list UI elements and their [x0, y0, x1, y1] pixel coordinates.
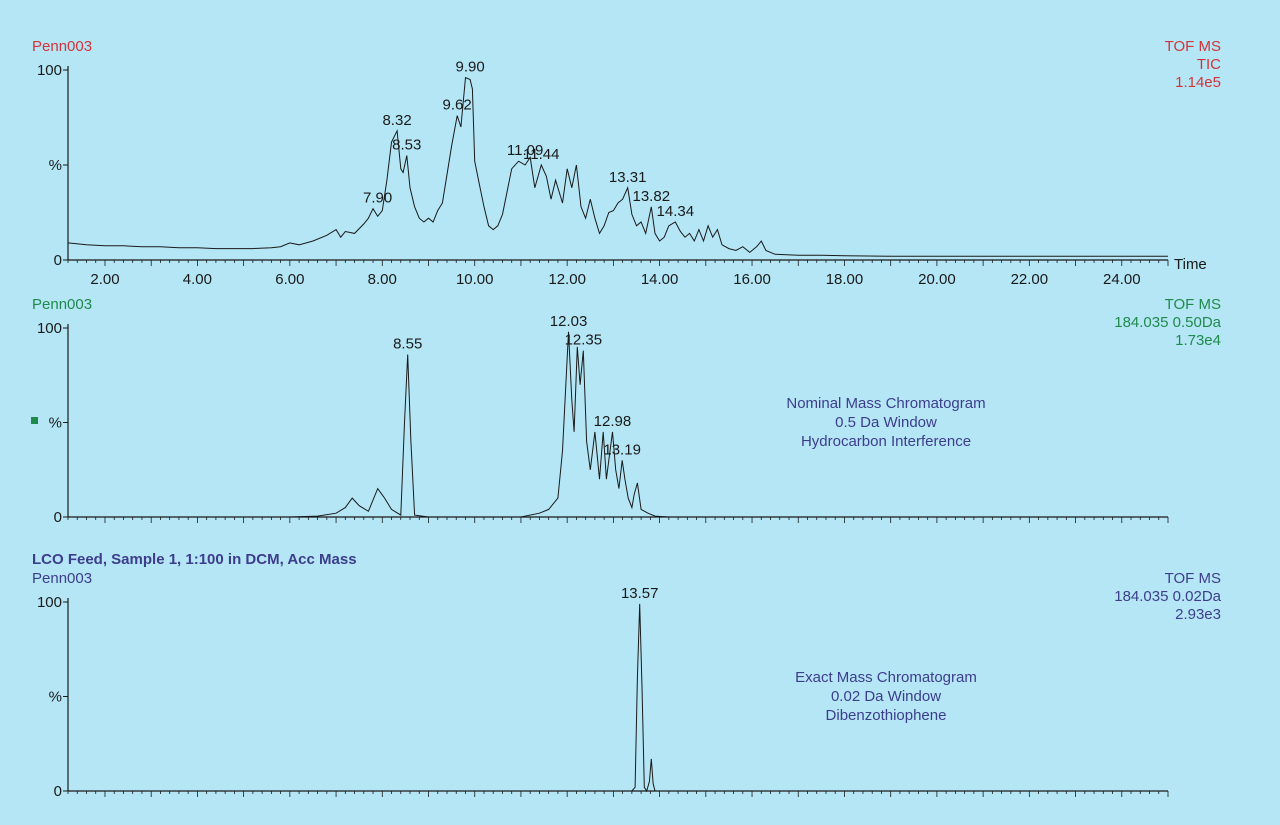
- header-right-line: 184.035 0.50Da: [1114, 314, 1221, 331]
- y-tick-label: 100: [37, 594, 62, 611]
- header-right-line: 2.93e3: [1175, 606, 1221, 623]
- peak-label: 9.62: [443, 97, 472, 114]
- annotation-line: 0.02 Da Window: [831, 688, 941, 705]
- peak-label: 13.19: [603, 441, 641, 458]
- peak-label: 11.44: [523, 146, 559, 163]
- annotation-line: 0.5 Da Window: [835, 414, 937, 431]
- annotation-line: Exact Mass Chromatogram: [795, 669, 977, 686]
- peak-label: 9.90: [455, 59, 484, 76]
- sample-name: Penn003: [32, 570, 92, 587]
- panel-title: LCO Feed, Sample 1, 1:100 in DCM, Acc Ma…: [32, 551, 357, 568]
- peak-label: 14.34: [657, 203, 695, 220]
- peak-label: 8.55: [393, 335, 422, 352]
- annotation-line: Nominal Mass Chromatogram: [786, 395, 985, 412]
- header-right-line: TOF MS: [1165, 570, 1221, 587]
- chromatogram-trace: [68, 331, 1168, 518]
- peak-label: 13.82: [633, 188, 671, 205]
- x-tick-label: 12.00: [548, 271, 586, 288]
- x-tick-label: 10.00: [456, 271, 494, 288]
- legend-marker: [31, 417, 38, 424]
- x-tick-label: 16.00: [733, 271, 771, 288]
- annotation-line: Hydrocarbon Interference: [801, 433, 971, 450]
- x-tick-label: 24.00: [1103, 271, 1141, 288]
- x-tick-label: 20.00: [918, 271, 956, 288]
- header-right-line: TOF MS: [1165, 38, 1221, 55]
- x-tick-label: 14.00: [641, 271, 679, 288]
- header-right-line: TOF MS: [1165, 296, 1221, 313]
- y-tick-label: %: [49, 689, 62, 706]
- annotation-line: Dibenzothiophene: [826, 707, 947, 724]
- sample-name: Penn003: [32, 296, 92, 313]
- x-tick-label: 6.00: [275, 271, 304, 288]
- x-tick-label: 4.00: [183, 271, 212, 288]
- chromatogram-trace: [68, 603, 1168, 793]
- sample-name: Penn003: [32, 38, 92, 55]
- header-right-line: 1.73e4: [1175, 332, 1221, 349]
- y-tick-label: 0: [54, 252, 62, 269]
- peak-label: 12.03: [550, 313, 588, 330]
- x-tick-label: 2.00: [90, 271, 119, 288]
- y-tick-label: 0: [54, 509, 62, 526]
- x-tick-label: 8.00: [368, 271, 397, 288]
- header-right-line: 184.035 0.02Da: [1114, 588, 1221, 605]
- peak-label: 13.31: [609, 169, 647, 186]
- peak-label: 13.57: [621, 585, 659, 602]
- header-right-line: TIC: [1197, 56, 1221, 73]
- peak-label: 11.09: [507, 142, 543, 159]
- y-tick-label: 0: [54, 783, 62, 800]
- header-right-line: 1.14e5: [1175, 74, 1221, 91]
- chromatogram-trace: [67, 76, 1168, 257]
- y-tick-label: 100: [37, 62, 62, 79]
- y-tick-label: 100: [37, 320, 62, 337]
- y-tick-label: %: [49, 415, 62, 432]
- y-tick-label: %: [49, 157, 62, 174]
- x-tick-label: 22.00: [1011, 271, 1049, 288]
- peak-label: 8.32: [382, 112, 411, 129]
- x-axis-label: Time: [1174, 256, 1207, 273]
- x-tick-label: 18.00: [826, 271, 864, 288]
- peak-label: 12.98: [594, 413, 632, 430]
- peak-label: 12.35: [565, 332, 603, 349]
- peak-label: 8.53: [392, 137, 421, 154]
- peak-label: 7.90: [363, 190, 392, 207]
